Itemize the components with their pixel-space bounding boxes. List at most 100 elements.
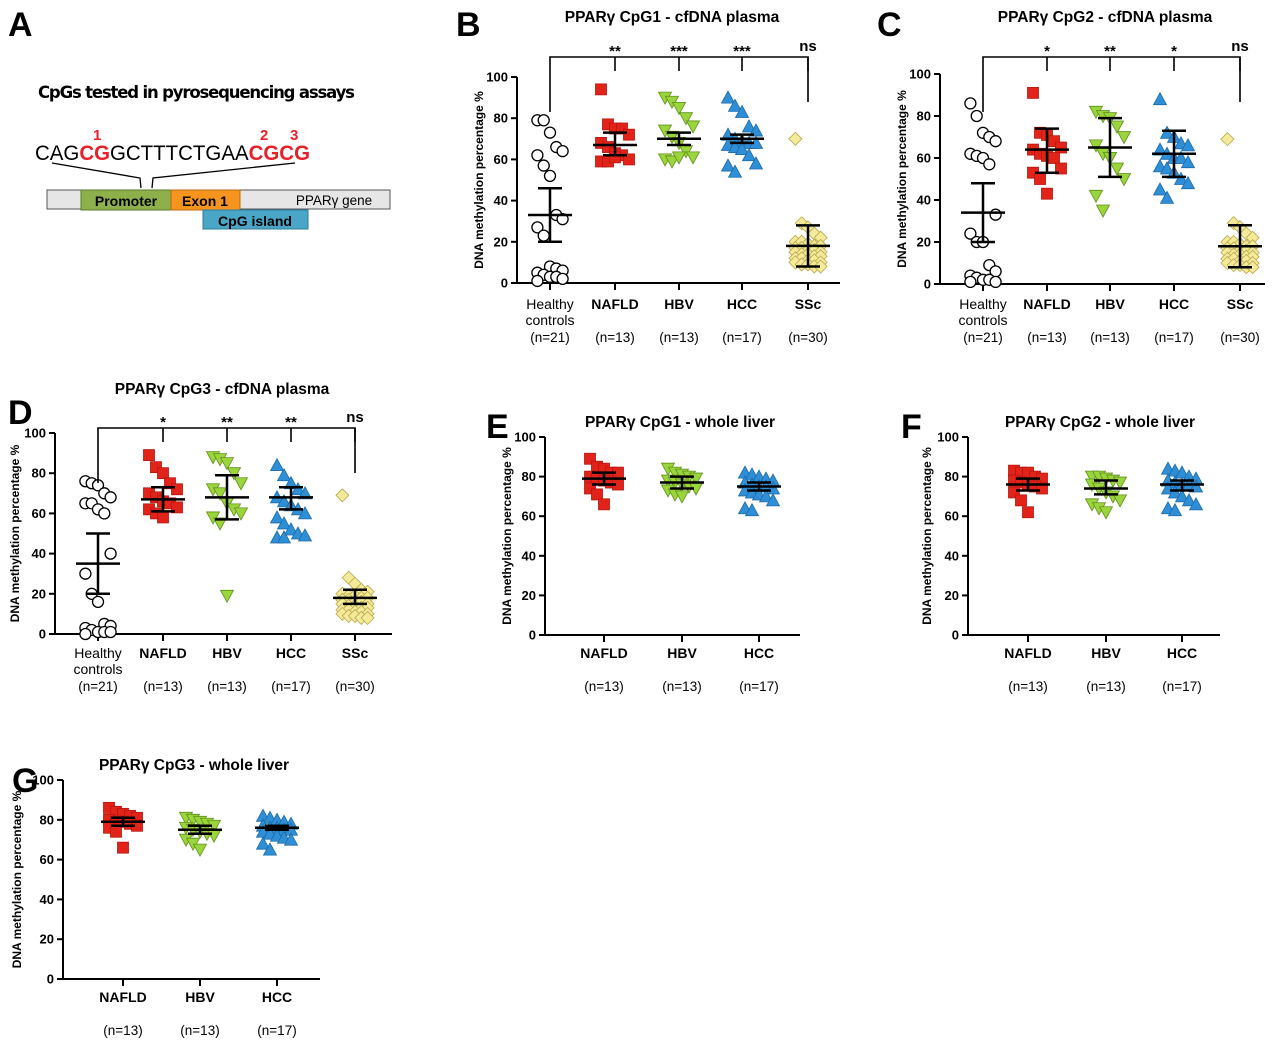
group-n-label: (n=13) — [143, 679, 182, 694]
panel-letter: B — [456, 6, 481, 44]
data-point-open-circle — [964, 275, 977, 289]
x-tick-label: SSc — [795, 296, 822, 312]
data-point-open-circle — [104, 491, 117, 504]
x-tick-label: NAFLD — [1023, 296, 1070, 312]
panel-letter: E — [486, 408, 509, 446]
group-hbv: HBV (n=13) — [1084, 470, 1128, 694]
y-tick-label: 60 — [945, 509, 959, 524]
data-point-diamond — [1245, 260, 1260, 275]
charts: B PPARγ CpG1 - cfDNA plasma DNA methylatio… — [8, 6, 1265, 1038]
x-tick-label: NAFLD — [580, 645, 627, 661]
data-point-triangle-up — [758, 489, 774, 503]
data-point-square — [595, 83, 607, 96]
data-point-triangle-up — [1174, 489, 1190, 503]
group-n-label: (n=13) — [659, 330, 698, 345]
group-n-label: (n=13) — [1027, 330, 1066, 345]
group-n-label: (n=17) — [722, 330, 761, 345]
connector-line — [51, 162, 142, 189]
y-tick-label: 40 — [40, 892, 54, 907]
chart-title: PPARγ CpG3 - cfDNA plasma — [115, 381, 330, 398]
y-tick-label: 80 — [40, 812, 54, 827]
group-n-label: (n=13) — [595, 330, 634, 345]
x-tick-label: HCC — [727, 296, 757, 312]
x-tick-label: NAFLD — [99, 989, 146, 1005]
data-point-triangle-up — [720, 158, 736, 172]
data-point-triangle-down — [219, 589, 235, 604]
x-tick-label: NAFLD — [1004, 645, 1051, 661]
x-tick-label: HBV — [212, 645, 242, 661]
data-point-triangle-up — [741, 119, 757, 133]
y-axis-label: DNA methylation percentage % — [10, 790, 24, 968]
data-point-triangle-up — [734, 104, 750, 118]
data-point-diamond — [788, 131, 803, 146]
data-point-diamond — [335, 488, 350, 503]
significance-label: * — [160, 414, 166, 431]
data-point-open-circle — [983, 158, 996, 171]
y-tick-label: 40 — [32, 546, 46, 561]
data-point-triangle-down — [685, 120, 701, 134]
group-hcc: HCC (n=17) — [255, 808, 299, 1038]
x-tick-label: HCC — [744, 645, 774, 661]
data-point-triangle-down — [1098, 506, 1114, 520]
y-tick-label: 0 — [952, 628, 959, 643]
data-point-triangle-up — [269, 510, 285, 524]
data-point-triangle-down — [1095, 204, 1111, 218]
data-point-triangle-up — [1173, 171, 1189, 185]
data-point-triangle-down — [1109, 120, 1125, 134]
significance-label: *** — [670, 43, 688, 60]
data-point-square — [110, 825, 122, 838]
data-point-triangle-up — [765, 493, 781, 507]
panel-letter: F — [901, 408, 922, 446]
y-tick-label: 0 — [924, 277, 931, 292]
group-n-label: (n=13) — [180, 1023, 219, 1038]
group-n-label: (n=30) — [335, 679, 374, 694]
panel-a-title: CpGs tested in pyrosequencing assays — [38, 83, 355, 102]
y-tick-label: 100 — [486, 70, 508, 85]
data-point-open-circle — [537, 114, 550, 127]
significance-label: ** — [285, 414, 297, 431]
data-point-triangle-up — [269, 457, 285, 472]
significance-label: ** — [221, 414, 233, 431]
data-point-square — [171, 501, 183, 514]
y-tick-label: 80 — [945, 469, 959, 484]
data-point-square — [598, 498, 610, 511]
panel-a: A CpGs tested in pyrosequencing assays 1… — [8, 6, 391, 230]
significance-label: * — [1171, 43, 1177, 60]
group-hcc: HCC (n=17) — [269, 457, 313, 694]
data-point-triangle-up — [276, 467, 292, 482]
chart-title: PPARγ CpG3 - whole liver — [99, 757, 289, 774]
data-point-square — [164, 477, 176, 490]
group-n-label: (n=30) — [1220, 330, 1259, 345]
group-nafld: NAFLD (n=13) — [139, 449, 187, 694]
y-axis-label: DNA methylation percentage % — [895, 90, 909, 268]
data-point-open-circle — [531, 274, 544, 288]
group-hbv: HBV (n=13) — [657, 91, 701, 345]
x-tick-label: SSc — [342, 645, 369, 661]
data-point-triangle-up — [727, 98, 743, 112]
x-tick-label: HBV — [1091, 645, 1121, 661]
panel-letter: C — [877, 6, 902, 44]
data-point-square — [157, 511, 169, 524]
promoter-label: Promoter — [95, 193, 158, 209]
data-point-square — [1008, 486, 1020, 499]
data-point-triangle-up — [1188, 479, 1204, 493]
x-tick-label: HBV — [667, 645, 697, 661]
x-tick-label: HBV — [664, 296, 694, 312]
data-point-triangle-down — [212, 517, 228, 531]
gene-label: PPARγ gene — [296, 193, 372, 208]
panel-g: G PPARγ CpG3 - whole liver DNA methylation… — [10, 757, 320, 1038]
panel-b: B PPARγ CpG1 - cfDNA plasma DNA methylatio… — [456, 6, 840, 345]
data-point-open-circle — [79, 627, 92, 641]
x-tick-label: controls — [525, 312, 574, 328]
data-point-triangle-up — [1181, 493, 1197, 507]
data-point-open-circle — [91, 595, 105, 608]
seq-part-cpg23: CGCG — [249, 142, 310, 165]
group-n-label: (n=13) — [1008, 679, 1047, 694]
group-n-label: (n=30) — [788, 330, 827, 345]
connector-line — [151, 162, 296, 189]
data-point-triangle-up — [734, 141, 750, 156]
data-point-square — [1036, 482, 1048, 495]
group-n-label: (n=17) — [739, 679, 778, 694]
